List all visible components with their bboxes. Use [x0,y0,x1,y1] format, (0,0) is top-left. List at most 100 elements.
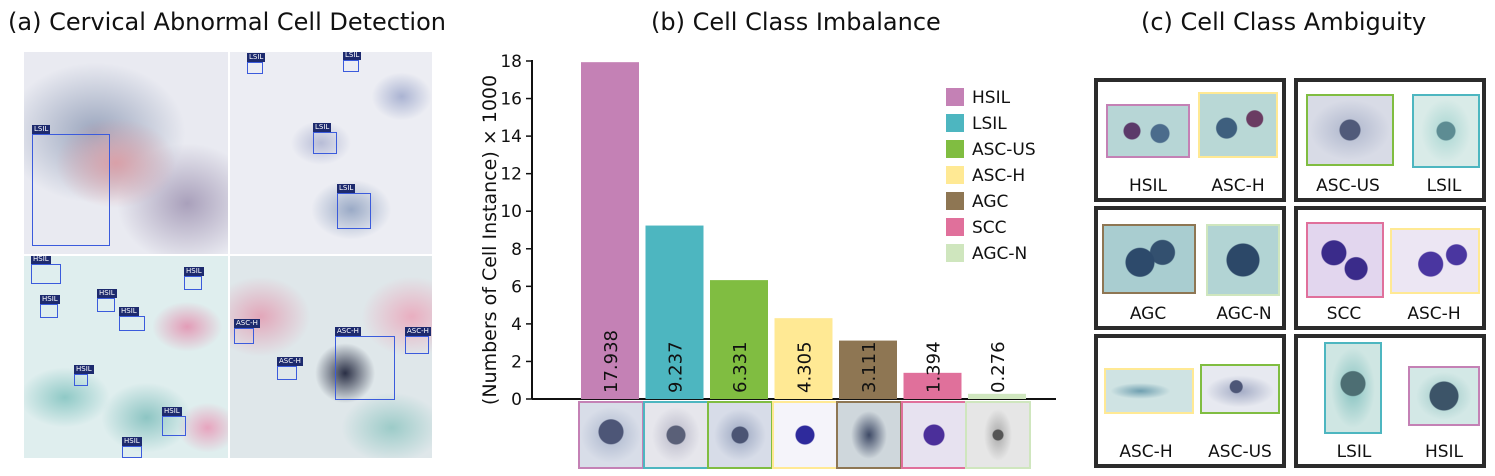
detection-box: LSIL [247,53,266,74]
detection-box-label: LSIL [343,52,362,60]
sample-asc-h [1390,228,1480,294]
bar-agc [839,340,897,399]
detection-box-label: HSIL [122,437,142,446]
detection-box: ASC-H [405,327,431,354]
y-tick-label: 8 [511,240,522,260]
bar-value-label: 0.276 [988,341,1009,393]
legend-label: LSIL [972,114,1007,134]
detection-image-1: LSIL [24,52,228,254]
sample-asc-us [1200,364,1280,414]
detection-box: LSIL [337,184,371,229]
detection-box: ASC-H [277,357,303,380]
detection-box: HSIL [97,289,117,312]
bar-asc-us [710,280,768,399]
legend-label: SCC [972,218,1007,238]
detection-image-4: ASC-H ASC-H ASC-H ASC-H [230,256,432,458]
detection-box: HSIL [119,307,145,331]
legend-label: ASC-H [972,166,1025,186]
detection-box-label: ASC-H [405,327,431,336]
detection-box-label: HSIL [40,295,60,304]
sample-thumb-agc-n [965,401,1031,469]
sample-hsil [1106,104,1190,158]
detection-box-label: HSIL [74,365,94,374]
legend-label: AGC-N [972,244,1027,264]
bar-asc-h [774,318,833,399]
pair-right-label: HSIL [1424,442,1464,462]
detection-box-label: LSIL [247,53,266,62]
legend-swatch-asc-h [946,166,964,184]
pair-right-label: ASC-US [1208,442,1272,462]
pair-left-label: AGC [1129,304,1167,324]
y-tick-label: 0 [511,390,522,410]
pair-right-label: ASC-H [1211,176,1265,196]
bar-value-label: 1.394 [924,341,945,393]
detection-box-label: LSIL [313,123,332,132]
y-axis-label: (Numbers of Cell Instance) × 1000 [479,75,501,405]
bar-hsil [581,62,639,400]
detection-box: LSIL [313,123,337,154]
ambiguity-pair-5: ASC-H ASC-US [1094,334,1286,468]
sample-agc-n [1206,224,1280,296]
detection-box-label: ASC-H [335,327,361,336]
pair-left-label: ASC-US [1316,176,1380,196]
panel-b-title: (b) Cell Class Imbalance [651,8,941,36]
sample-asc-h [1104,368,1194,414]
ambiguity-pair-3: AGC AGC-N [1094,206,1286,330]
sample-lsil [1412,94,1480,168]
y-tick-label: 12 [500,165,522,185]
pair-right-label: ASC-H [1407,304,1461,324]
sample-lsil [1324,342,1382,434]
legend-swatch-scc [946,218,964,236]
detection-box: LSIL [32,125,110,246]
detection-box: HSIL [31,256,61,284]
pair-left-label: SCC [1326,304,1362,324]
y-tick-label: 10 [500,202,522,222]
legend-swatch-hsil [946,88,964,106]
sample-thumb-asc-us [707,401,773,469]
detection-box-label: HSIL [97,289,117,298]
sample-thumb-hsil [578,401,644,469]
sample-thumb-asc-h [771,401,838,469]
detection-box: LSIL [343,52,362,72]
cell-class-bar-chart: 0 2 4 6 8 10 12 14 16 18 (Numbers of Cell Instance… [479,52,1056,410]
legend-swatch-lsil [946,114,964,132]
detection-image-2: LSIL LSIL LSIL LSIL [230,52,432,254]
legend-label: AGC [972,192,1008,212]
panel-a-title: (a) Cervical Abnormal Cell Detection [8,8,446,36]
detection-box: HSIL [74,365,94,386]
legend-swatch-agc-n [946,244,964,262]
bar-value-label: 17.938 [601,330,622,393]
panel-c-title: (c) Cell Class Ambiguity [1141,8,1427,36]
sample-thumb-agc [836,401,902,469]
detection-box-label: LSIL [32,125,51,134]
bar-lsil [645,225,704,399]
detection-box: ASC-H [335,327,395,400]
pair-right-label: AGC-N [1216,304,1272,324]
y-tick-label: 16 [500,90,522,110]
detection-box-label: ASC-H [277,357,303,366]
pair-left-label: ASC-H [1119,442,1173,462]
pair-left-label: LSIL [1336,442,1372,462]
detection-box-label: LSIL [337,184,356,193]
sample-hsil [1408,366,1480,426]
legend-label: ASC-US [972,140,1036,160]
bar-scc [903,372,962,399]
legend-swatch-agc [946,192,964,210]
bar-agc-n [968,393,1026,399]
ambiguity-pair-4: SCC ASC-H [1294,206,1486,330]
detection-box-label: HSIL [162,407,182,416]
ambiguity-pair-1: HSIL ASC-H [1094,78,1286,202]
detection-box-label: ASC-H [234,319,260,328]
detection-box-label: HSIL [184,267,204,276]
detection-box: HSIL [40,295,60,318]
detection-box-label: HSIL [119,307,139,316]
legend-swatch-asc-us [946,140,964,158]
detection-box: ASC-H [234,319,260,344]
legend-label: HSIL [972,88,1011,108]
detection-box-label: HSIL [31,256,51,264]
bar-value-label: 3.111 [859,341,880,393]
bar-value-label: 4.305 [795,341,816,393]
y-tick-label: 2 [511,352,522,372]
y-tick-label: 6 [511,277,522,297]
detection-box: HSIL [162,407,186,436]
